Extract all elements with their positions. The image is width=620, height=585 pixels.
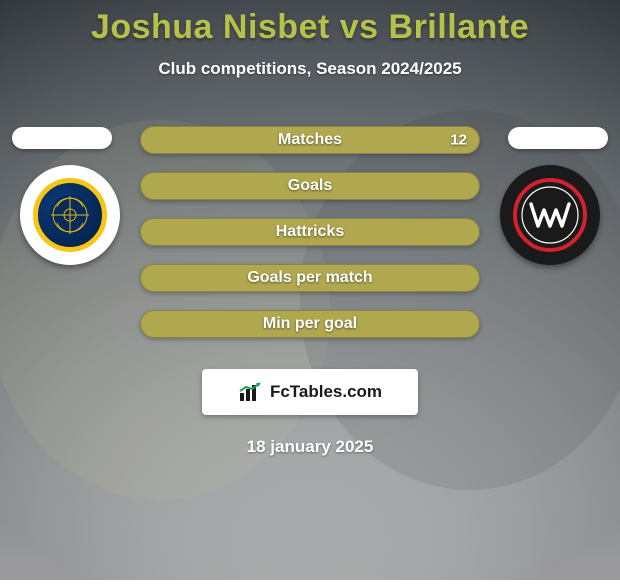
brand-logo-box: FcTables.com <box>202 369 418 415</box>
stats-area: Matches 12 Goals Hattricks Goals per match Mi… <box>0 117 620 347</box>
chart-icon <box>238 381 264 403</box>
stat-bar: Hattricks <box>140 218 480 246</box>
stat-label: Hattricks <box>276 223 344 241</box>
stat-value-right: 12 <box>450 132 467 149</box>
stat-row: Goals <box>0 163 620 209</box>
stat-row: Min per goal <box>0 301 620 347</box>
stat-bar: Matches 12 <box>140 126 480 154</box>
stat-label: Goals per match <box>247 269 372 287</box>
stat-label: Min per goal <box>263 315 357 333</box>
stat-row: Goals per match <box>0 255 620 301</box>
stat-row: Matches 12 <box>0 117 620 163</box>
stat-bar: Goals per match <box>140 264 480 292</box>
stat-label: Goals <box>288 177 332 195</box>
stat-bar: Min per goal <box>140 310 480 338</box>
page-title: Joshua Nisbet vs Brillante <box>91 8 529 47</box>
page-subtitle: Club competitions, Season 2024/2025 <box>158 59 461 79</box>
stat-bar: Goals <box>140 172 480 200</box>
stat-row: Hattricks <box>0 209 620 255</box>
stat-label: Matches <box>278 131 342 149</box>
brand-text: FcTables.com <box>270 382 382 402</box>
date-text: 18 january 2025 <box>247 437 374 457</box>
